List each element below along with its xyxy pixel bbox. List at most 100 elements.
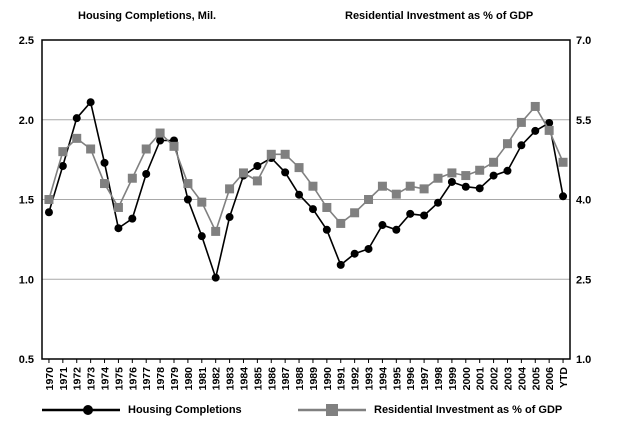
x-axis-tick-label: 1987 bbox=[280, 367, 292, 391]
x-axis-tick-label: 1985 bbox=[252, 367, 264, 391]
left-axis-tick-label: 2.5 bbox=[19, 35, 34, 47]
x-axis-tick-label: 1999 bbox=[447, 367, 459, 391]
data-point-housing-completions bbox=[350, 249, 359, 258]
data-point-housing-completions bbox=[197, 232, 206, 241]
data-point-housing-completions bbox=[447, 177, 456, 186]
data-point-residential-investment bbox=[364, 195, 374, 204]
data-point-residential-investment bbox=[127, 173, 137, 183]
data-point-housing-completions bbox=[461, 182, 470, 191]
x-axis-tick-label: 1974 bbox=[100, 367, 112, 391]
x-axis-tick-label: 1984 bbox=[238, 367, 250, 391]
x-axis-tick-label: 1996 bbox=[405, 367, 417, 391]
data-point-residential-investment bbox=[86, 144, 96, 154]
x-axis-tick-label: 2000 bbox=[461, 367, 473, 391]
data-point-residential-investment bbox=[405, 181, 415, 191]
x-axis-tick-label: 1991 bbox=[336, 367, 348, 391]
data-point-residential-investment bbox=[280, 149, 290, 159]
data-point-housing-completions bbox=[322, 225, 331, 234]
x-axis-tick-label: 1977 bbox=[141, 367, 153, 391]
right-axis-title: Residential Investment as % of GDP bbox=[345, 10, 534, 22]
data-point-residential-investment bbox=[322, 202, 332, 212]
x-axis-tick-label: YTD bbox=[558, 367, 570, 388]
x-axis-tick-label: 1978 bbox=[155, 367, 167, 391]
data-point-housing-completions bbox=[475, 184, 484, 193]
x-axis-tick-label: 1976 bbox=[127, 367, 139, 391]
x-axis-tick-label: 1972 bbox=[72, 367, 84, 391]
x-axis-tick-label: 2005 bbox=[530, 367, 542, 391]
x-axis-tick-label: 1982 bbox=[211, 367, 223, 391]
x-axis-tick-label: 2004 bbox=[516, 367, 528, 391]
legend-item-residential-investment: Residential Investment as % of GDP bbox=[296, 400, 562, 420]
data-point-residential-investment bbox=[558, 157, 568, 167]
data-point-residential-investment bbox=[419, 184, 429, 194]
data-point-housing-completions bbox=[378, 221, 387, 230]
data-point-residential-investment bbox=[308, 181, 318, 191]
data-point-residential-investment bbox=[225, 184, 235, 194]
data-point-housing-completions bbox=[364, 244, 373, 253]
x-axis-tick-label: 2003 bbox=[502, 367, 514, 391]
legend-label-residential-investment: Residential Investment as % of GDP bbox=[374, 404, 563, 416]
data-point-housing-completions bbox=[545, 118, 554, 127]
data-point-residential-investment bbox=[238, 168, 248, 178]
data-point-housing-completions bbox=[156, 136, 165, 145]
plot-frame bbox=[41, 39, 571, 360]
data-point-residential-investment bbox=[461, 171, 471, 181]
data-point-residential-investment bbox=[475, 165, 485, 175]
left-axis-title: Housing Completions, Mil. bbox=[78, 10, 217, 22]
data-point-residential-investment bbox=[502, 139, 512, 149]
data-point-residential-investment bbox=[447, 168, 457, 178]
data-point-residential-investment bbox=[113, 202, 123, 212]
data-point-housing-completions bbox=[531, 126, 540, 135]
data-point-housing-completions bbox=[503, 166, 512, 175]
x-axis-tick-label: 1995 bbox=[391, 367, 403, 391]
data-point-residential-investment bbox=[433, 173, 443, 183]
right-axis-tick-label: 5.5 bbox=[576, 115, 591, 127]
data-point-residential-investment bbox=[252, 176, 262, 186]
x-axis-tick-label: 1979 bbox=[169, 367, 181, 391]
left-axis-tick-label: 1.0 bbox=[19, 274, 34, 286]
data-point-residential-investment bbox=[72, 133, 82, 143]
right-axis-tick-label: 7.0 bbox=[576, 35, 591, 47]
data-point-housing-completions bbox=[295, 190, 304, 199]
data-point-housing-completions bbox=[86, 98, 95, 107]
x-axis-tick-label: 1973 bbox=[86, 367, 98, 391]
data-point-residential-investment bbox=[266, 149, 276, 159]
data-point-housing-completions bbox=[489, 171, 498, 180]
x-axis-tick-label: 1989 bbox=[308, 367, 320, 391]
x-axis-tick-label: 1983 bbox=[225, 367, 237, 391]
right-axis-tick-label: 2.5 bbox=[576, 274, 591, 286]
data-point-housing-completions bbox=[183, 195, 192, 204]
legend-swatch-residential-investment bbox=[298, 404, 366, 416]
legend-label-housing-completions: Housing Completions bbox=[128, 404, 242, 416]
data-point-housing-completions bbox=[142, 169, 151, 178]
data-point-housing-completions bbox=[225, 213, 234, 222]
x-axis-tick-label: 1994 bbox=[377, 367, 389, 391]
data-point-residential-investment bbox=[350, 208, 360, 218]
x-axis-tick-label: 1988 bbox=[294, 367, 306, 391]
x-axis-tick-label: 1971 bbox=[58, 367, 70, 391]
data-point-housing-completions bbox=[44, 208, 53, 217]
data-point-residential-investment bbox=[141, 144, 151, 154]
data-point-residential-investment bbox=[391, 189, 401, 199]
data-point-housing-completions bbox=[58, 162, 67, 171]
right-axis-tick-label: 1.0 bbox=[576, 354, 591, 366]
data-point-housing-completions bbox=[114, 224, 123, 233]
x-axis-tick-label: 1992 bbox=[350, 367, 362, 391]
data-point-housing-completions bbox=[517, 141, 526, 150]
data-point-residential-investment bbox=[100, 179, 110, 189]
data-point-residential-investment bbox=[44, 195, 54, 204]
data-point-residential-investment bbox=[516, 117, 526, 127]
x-axis-tick-label: 1986 bbox=[266, 367, 278, 391]
x-axis-tick-label: 1980 bbox=[183, 367, 195, 391]
x-axis-tick-label: 2001 bbox=[475, 367, 487, 391]
data-point-housing-completions bbox=[253, 162, 262, 171]
data-point-residential-investment bbox=[336, 218, 346, 228]
data-point-housing-completions bbox=[420, 211, 429, 220]
x-axis-tick-label: 1975 bbox=[113, 367, 125, 391]
left-axis-tick-label: 0.5 bbox=[19, 354, 34, 366]
data-point-housing-completions bbox=[392, 225, 401, 234]
data-point-housing-completions bbox=[100, 158, 109, 167]
x-axis-tick-label: 1993 bbox=[364, 367, 376, 391]
data-point-housing-completions bbox=[281, 168, 290, 177]
